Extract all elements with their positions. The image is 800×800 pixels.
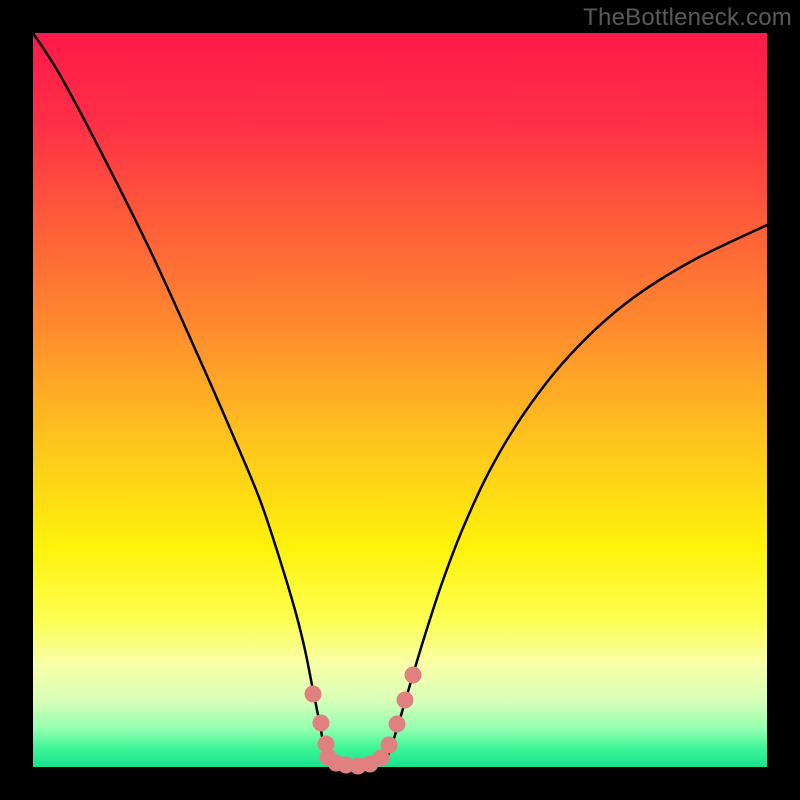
data-marker: [381, 737, 398, 754]
bottleneck-chart: [0, 0, 800, 800]
watermark-text: TheBottleneck.com: [583, 4, 792, 32]
data-marker: [397, 692, 414, 709]
data-marker: [305, 686, 322, 703]
data-marker: [313, 715, 330, 732]
plot-area: [33, 33, 767, 767]
data-marker: [389, 716, 406, 733]
data-marker: [405, 667, 422, 684]
